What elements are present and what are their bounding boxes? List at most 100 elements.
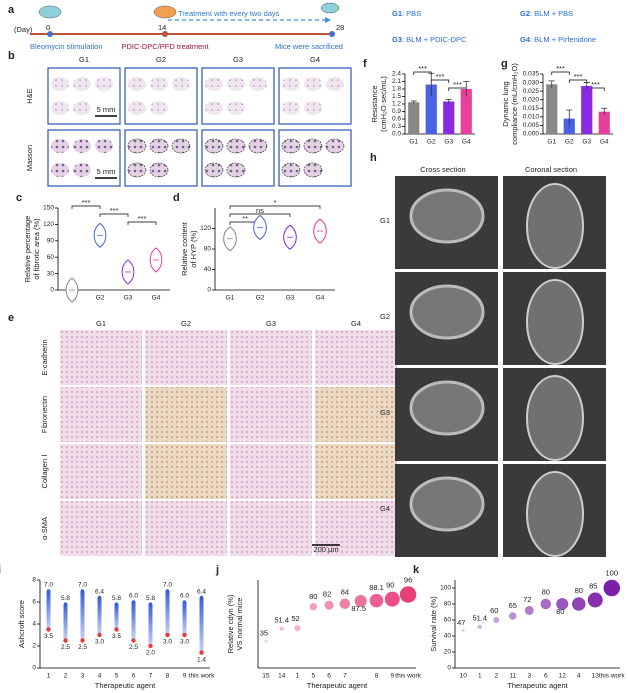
column-label: Coronal section <box>525 165 577 174</box>
row-label: Masson <box>25 145 34 171</box>
y-tick-label: 8 <box>32 577 36 584</box>
tissue <box>205 101 223 115</box>
x-tick-label: G4 <box>316 295 325 302</box>
y-tick-label: 0 <box>32 665 36 672</box>
significance-label: *** <box>138 214 147 223</box>
bubble <box>461 628 465 632</box>
y-tick-label: 0.020 <box>523 96 540 103</box>
row-label: G2 <box>380 312 390 321</box>
y-tick-label: 0.6 <box>392 116 401 123</box>
significance-label: *** <box>418 64 427 73</box>
y-axis-label: of fibrotic area (%) <box>32 218 41 280</box>
low-point <box>199 650 204 655</box>
day-marker <box>47 31 53 37</box>
bubble <box>324 600 334 610</box>
y-tick-label: 120 <box>43 221 54 228</box>
ct-body <box>526 375 584 461</box>
value-label: 80 <box>575 586 583 595</box>
value-label: 6.0 <box>129 593 138 600</box>
panel-letter: k <box>413 564 420 576</box>
day-marker <box>162 31 168 37</box>
value-label: 84 <box>341 587 349 596</box>
tissue <box>303 138 323 154</box>
significance-label: ns <box>256 206 264 215</box>
x-tick-label: 6 <box>132 673 136 680</box>
group-code: G3 <box>392 35 402 44</box>
high-point <box>114 602 119 606</box>
x-tick-label: 13 <box>592 673 600 680</box>
group-legend: G4: BLM + Pirfenidone <box>520 35 596 44</box>
bubble <box>524 605 534 615</box>
y-tick-label: 30 <box>47 270 55 277</box>
x-tick-label: 4 <box>98 673 102 680</box>
bar <box>425 84 437 134</box>
x-tick-label: G3 <box>582 139 591 146</box>
image <box>60 387 142 442</box>
x-tick-label: this work <box>395 673 421 680</box>
image <box>145 444 227 499</box>
tissue <box>51 163 69 177</box>
x-tick-label: this work <box>189 673 215 680</box>
x-tick-label: G3 <box>286 295 295 302</box>
y-tick-label: 120 <box>200 225 211 232</box>
bar <box>546 84 558 134</box>
y-axis-label: of HYP (%) <box>189 230 198 268</box>
tissue <box>95 77 113 91</box>
y-axis-label: Resistance <box>370 85 379 122</box>
x-tick-label: 15 <box>262 673 270 680</box>
value-label: 2.5 <box>78 644 87 651</box>
column-label: G4 <box>351 319 361 328</box>
column-label: G4 <box>310 55 320 64</box>
image <box>60 444 142 499</box>
x-axis-label: Therapeutic agent <box>307 681 368 690</box>
value-label: 1.4 <box>197 656 206 663</box>
x-tick-label: G4 <box>152 295 161 302</box>
bubble <box>556 598 569 610</box>
tissue <box>73 101 91 115</box>
group-code: G4 <box>520 35 531 44</box>
tissue <box>73 139 91 153</box>
bubble <box>477 624 482 630</box>
event: PDIC-DPC/PFD treatment <box>121 42 209 51</box>
value-label: 2.5 <box>129 644 138 651</box>
high-point <box>97 595 102 600</box>
y-axis-label: Relative content <box>180 221 189 276</box>
tissue <box>51 139 69 153</box>
high-point <box>46 589 51 593</box>
tissue <box>127 138 147 154</box>
y-axis-label: Survival rate (%) <box>429 596 438 652</box>
error-bar <box>428 72 435 96</box>
image <box>230 501 312 556</box>
column-label: G2 <box>181 319 191 328</box>
x-tick-label: this work <box>599 673 625 680</box>
y-tick-label: 40 <box>444 633 452 640</box>
value-label: 5.8 <box>112 595 121 602</box>
ct-body <box>526 471 584 557</box>
group-desc: : BLM + PBS <box>530 9 573 18</box>
significance-label: *** <box>436 72 445 81</box>
y-tick-label: 40 <box>204 266 212 273</box>
error-bar <box>410 100 417 104</box>
high-point <box>131 600 136 604</box>
tissue <box>226 162 246 178</box>
x-tick-label: 2 <box>64 673 68 680</box>
column-label: Cross section <box>420 165 465 174</box>
image <box>230 387 312 442</box>
value-label: 82 <box>323 590 331 599</box>
image <box>201 129 275 187</box>
bubble <box>540 598 551 610</box>
high-point <box>63 602 68 606</box>
row-label: H&E <box>25 88 34 103</box>
x-tick-label: 1 <box>478 673 482 680</box>
panel-letter: g <box>501 58 508 70</box>
ct-body <box>409 476 485 532</box>
value-label: 80 <box>556 607 564 616</box>
tissue <box>128 101 146 115</box>
error-bar <box>445 99 452 104</box>
significance-label: *** <box>556 64 565 73</box>
value-label: 100 <box>605 569 618 578</box>
significance-label: ** <box>242 214 248 223</box>
range-bar <box>63 604 68 641</box>
y-tick-label: 60 <box>47 254 55 261</box>
y-tick-label: 4 <box>32 621 36 628</box>
